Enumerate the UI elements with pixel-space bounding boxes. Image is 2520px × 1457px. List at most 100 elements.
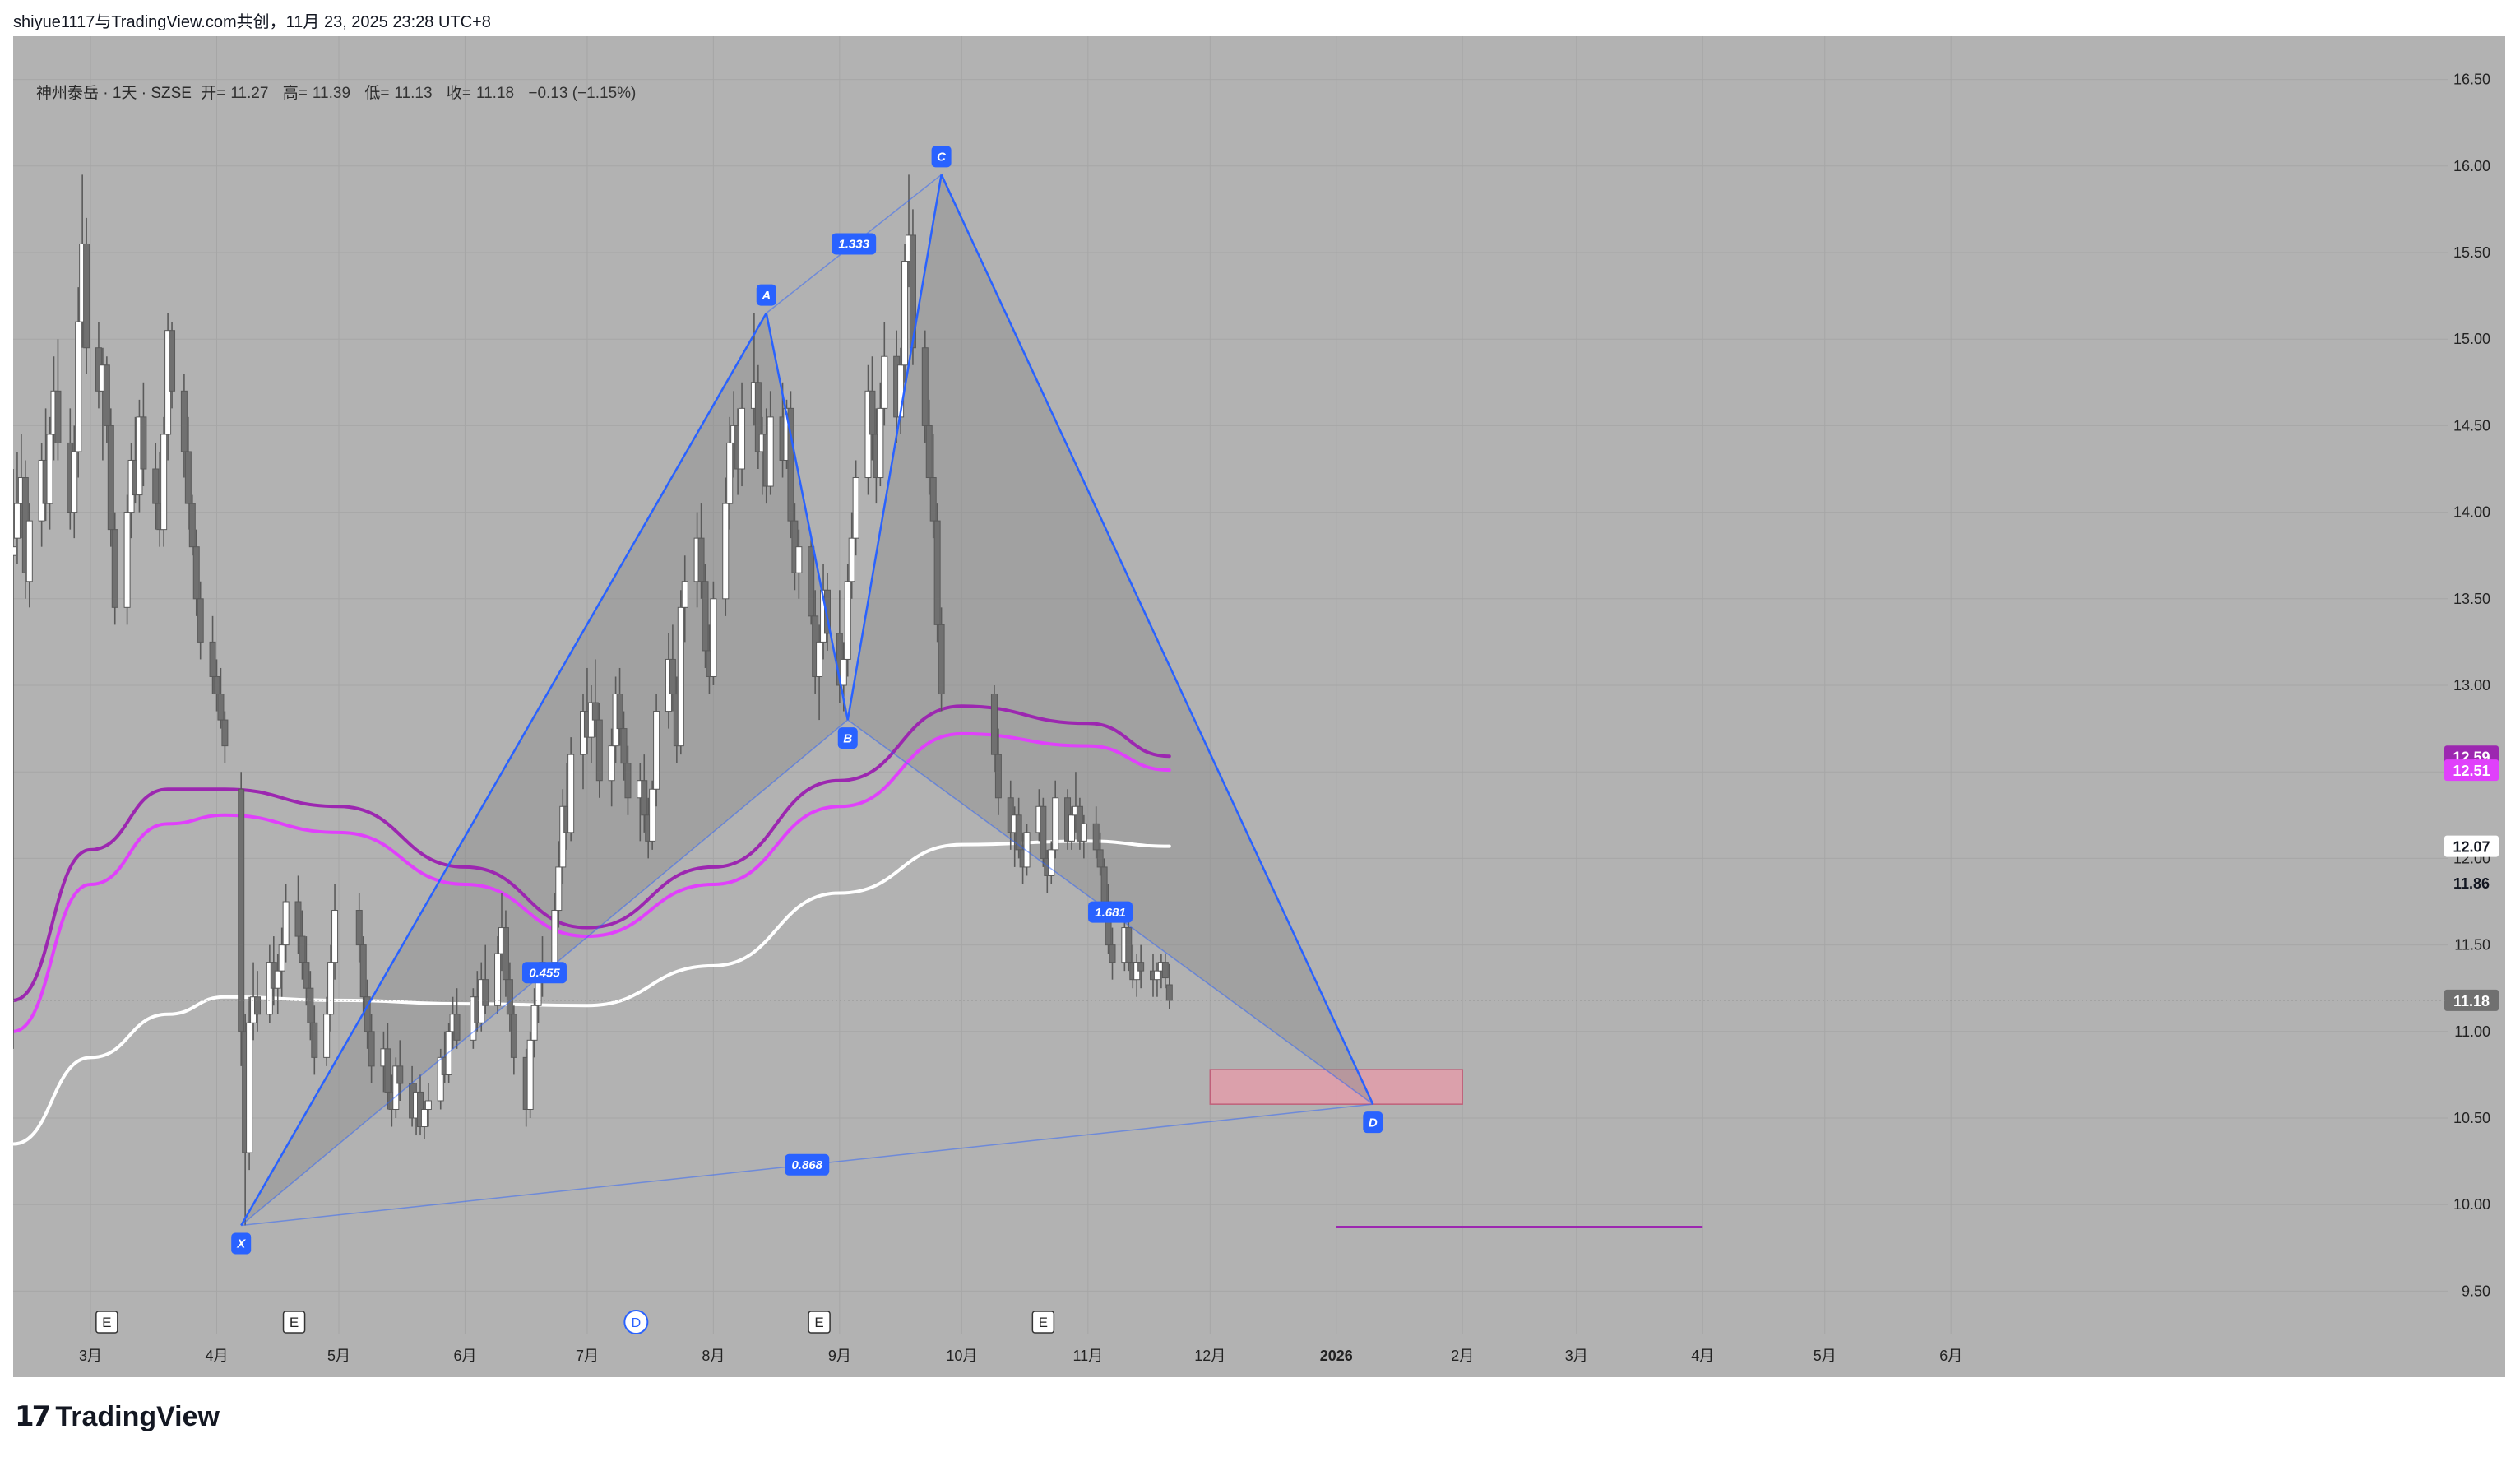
candle (929, 434, 937, 539)
candle-body (311, 1022, 318, 1058)
y-tick-label: 10.50 (2453, 1110, 2490, 1126)
candle (1023, 824, 1031, 876)
candle (327, 944, 335, 1032)
candle-body (620, 728, 628, 764)
candle-body (506, 979, 513, 1015)
candle-body (307, 987, 314, 1023)
candle (123, 494, 131, 625)
candle (1096, 832, 1104, 876)
candle (938, 607, 945, 712)
tradingview-wordmark: TradingView (55, 1400, 220, 1432)
price-label-bg (2444, 989, 2499, 1011)
candle (192, 529, 200, 616)
candle-body (494, 953, 502, 1006)
x-tick-label: 4月 (205, 1348, 228, 1364)
candle (217, 667, 225, 729)
pattern-point-c-text: C (937, 151, 947, 165)
candle (653, 694, 660, 807)
x-tick-label: 6月 (453, 1348, 476, 1364)
pattern-point-d: D (1363, 1111, 1383, 1134)
moving-average-line-3 (13, 839, 1171, 1146)
earnings-marker-box (95, 1311, 118, 1334)
candle (46, 416, 53, 530)
candle-body (595, 719, 603, 782)
candle-body (1153, 970, 1160, 981)
dividend-marker: D (623, 1310, 649, 1334)
candle (25, 503, 33, 608)
candle (877, 382, 884, 487)
candle-body (933, 520, 941, 625)
x-tick-label: 11月 (1072, 1348, 1103, 1364)
candle-body (54, 390, 62, 443)
candle-body (726, 442, 734, 504)
pattern-point-b: B (837, 727, 858, 749)
chart-canvas[interactable]: X A B C D 1.333 0.455 1.681 0.868 E E E E D 3月 4月 5月 6月 7… (13, 36, 2505, 1377)
candle-body (824, 589, 831, 634)
candle-body (75, 321, 82, 452)
tradingview-logo[interactable]: 17 TradingView (15, 1400, 220, 1433)
candle-body (323, 1014, 331, 1058)
candle-body (238, 788, 245, 1032)
candle (209, 615, 216, 694)
ratio-label-xd-text: 0.868 (791, 1158, 822, 1172)
candle (852, 460, 859, 556)
candle (364, 979, 371, 1049)
candle (1048, 841, 1055, 884)
candle (816, 624, 823, 721)
candle-body (152, 468, 160, 504)
candle-body (535, 979, 542, 1006)
x-tick-label: 4月 (1691, 1348, 1714, 1364)
candle (844, 564, 851, 677)
candle-body (641, 780, 648, 816)
candle (359, 936, 367, 1014)
price-label-text: 11.86 (2453, 875, 2490, 892)
candle-body (608, 745, 615, 782)
pattern-point-c: C (931, 146, 952, 168)
candle (710, 581, 717, 685)
candle-body (669, 658, 676, 695)
candle-body (1109, 944, 1116, 963)
pattern-fill-layer (241, 174, 1373, 1226)
candle-body (881, 355, 888, 409)
x-tick-label: 5月 (327, 1348, 350, 1364)
candle-body (1040, 805, 1047, 859)
candle-body (209, 641, 216, 677)
candle (559, 789, 567, 884)
candle-body (510, 1014, 517, 1058)
y-tick-label: 11.50 (2454, 937, 2490, 954)
candle-body (192, 546, 200, 600)
candle-body (921, 347, 929, 426)
candle (808, 538, 815, 625)
candle (54, 339, 62, 461)
legend-open: 开= 11.27 (201, 85, 269, 102)
candle (608, 728, 615, 807)
candle-body (559, 805, 567, 868)
chart-panel[interactable]: X A B C D 1.333 0.455 1.681 0.868 E E E E D 3月 4月 5月 6月 7… (13, 36, 2505, 1377)
candle (368, 1014, 375, 1083)
x-tick-label: 7月 (576, 1348, 599, 1364)
candle-body (123, 512, 131, 608)
candle-body (1052, 797, 1059, 851)
candle (294, 875, 302, 954)
candle-body (616, 694, 623, 730)
price-label: 11.86 (2444, 871, 2499, 893)
candle-body (254, 996, 261, 1015)
candle-body (13, 546, 16, 556)
candle-body (437, 1056, 444, 1102)
candle-body (103, 364, 110, 426)
candle-body (938, 624, 945, 695)
candle-body (160, 434, 168, 531)
candle-body (140, 416, 147, 470)
candle-body (83, 243, 90, 349)
candle-body (502, 927, 509, 981)
candle-body (246, 1022, 253, 1153)
price-label-bg (2444, 759, 2499, 782)
candle (103, 356, 110, 443)
candle-body (197, 598, 204, 643)
candle-body (649, 788, 656, 842)
ratio-label-xb-text: 0.455 (529, 967, 560, 981)
legend-high: 高= 11.39 (282, 85, 351, 102)
y-tick-label: 16.00 (2453, 158, 2490, 174)
symbol-legend: 神州泰岳 · 1天 · SZSE 开= 11.27 高= 11.39 低= 11.13… (36, 81, 641, 103)
candle-body (869, 390, 876, 435)
